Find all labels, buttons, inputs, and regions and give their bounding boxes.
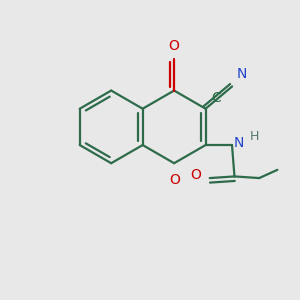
Text: O: O: [190, 168, 201, 182]
Text: H: H: [250, 130, 260, 143]
Text: N: N: [234, 136, 244, 150]
Text: N: N: [237, 68, 247, 82]
Text: O: O: [169, 173, 180, 187]
Text: O: O: [169, 39, 180, 52]
Text: C: C: [212, 91, 221, 105]
